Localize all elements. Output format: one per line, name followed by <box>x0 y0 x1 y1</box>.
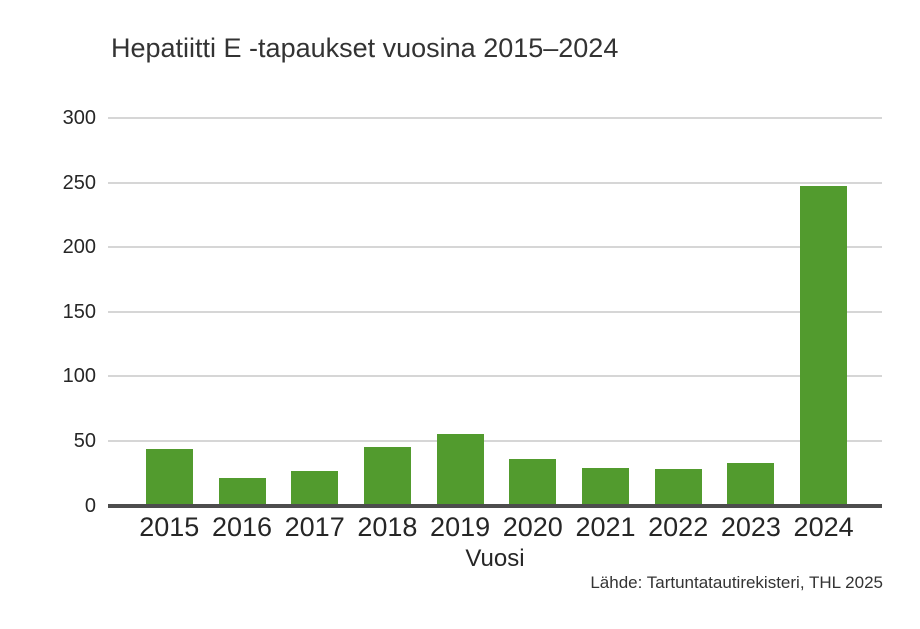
bar-2022 <box>654 469 702 506</box>
y-tick-label-100: 100 <box>62 365 96 388</box>
bar-2020 <box>509 459 557 506</box>
bar-2023 <box>727 462 775 506</box>
bar-2018 <box>363 447 411 506</box>
bar-2021 <box>582 468 629 506</box>
y-tick-label-50: 50 <box>73 429 96 452</box>
y-tick-label-250: 250 <box>62 171 96 194</box>
gridline-150 <box>108 310 882 313</box>
x-axis-title: Vuosi <box>465 545 525 572</box>
y-tick-label-300: 300 <box>62 107 96 129</box>
x-tick-label-2018: 2018 <box>357 512 418 542</box>
source-note: Lähde: Tartuntatautirekisteri, THL 2025 <box>590 573 883 592</box>
bar-2019 <box>436 434 484 506</box>
bar-2017 <box>291 470 339 506</box>
x-axis-line <box>108 503 882 508</box>
gridline-300 <box>108 117 882 119</box>
y-tick-label-200: 200 <box>62 236 96 259</box>
x-tick-label-2019: 2019 <box>430 512 491 542</box>
x-tick-label-2016: 2016 <box>211 512 273 542</box>
x-tick-label-2015: 2015 <box>139 512 200 542</box>
gridline-250 <box>108 181 882 184</box>
x-tick-label-2020: 2020 <box>502 512 563 542</box>
bar-2016 <box>218 478 266 506</box>
gridline-200 <box>108 246 882 249</box>
y-tick-label-0: 0 <box>84 494 96 517</box>
bar-2024 <box>800 186 848 506</box>
x-tick-label-2021: 2021 <box>575 512 636 542</box>
x-tick-label-2024: 2024 <box>793 512 854 542</box>
gridline-50 <box>108 439 882 442</box>
x-tick-label-2022: 2022 <box>648 512 709 542</box>
x-tick-label-2023: 2023 <box>720 512 781 542</box>
x-tick-label-2017: 2017 <box>284 512 345 542</box>
chart-title: Hepatiitti E -tapaukset vuosina 2015–202… <box>111 33 619 63</box>
bar-2015 <box>145 448 193 506</box>
y-tick-label-150: 150 <box>62 300 96 323</box>
gridline-100 <box>108 375 882 378</box>
plot-area <box>108 117 882 506</box>
